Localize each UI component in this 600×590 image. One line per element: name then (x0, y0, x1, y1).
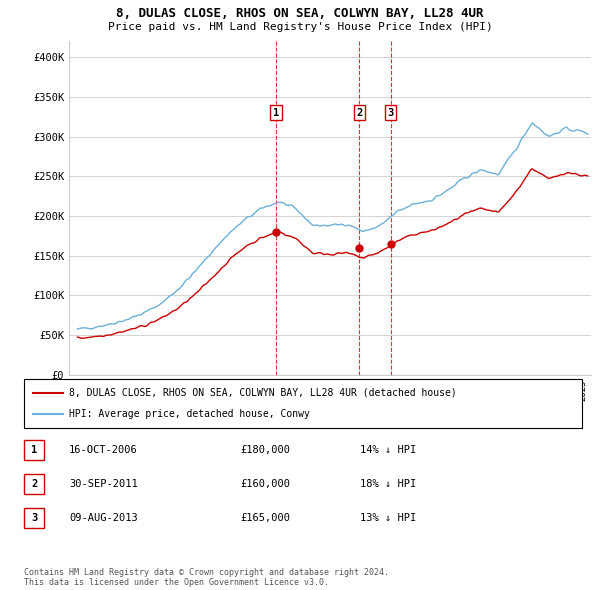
Text: 1: 1 (31, 445, 37, 454)
Text: £165,000: £165,000 (240, 513, 290, 523)
Text: 2: 2 (31, 479, 37, 489)
Text: 8, DULAS CLOSE, RHOS ON SEA, COLWYN BAY, LL28 4UR: 8, DULAS CLOSE, RHOS ON SEA, COLWYN BAY,… (116, 7, 484, 20)
Text: 13% ↓ HPI: 13% ↓ HPI (360, 513, 416, 523)
Text: 3: 3 (31, 513, 37, 523)
Text: 16-OCT-2006: 16-OCT-2006 (69, 445, 138, 454)
Text: 09-AUG-2013: 09-AUG-2013 (69, 513, 138, 523)
Text: HPI: Average price, detached house, Conwy: HPI: Average price, detached house, Conw… (69, 409, 310, 419)
Text: £180,000: £180,000 (240, 445, 290, 454)
Text: 3: 3 (388, 108, 394, 118)
Text: £160,000: £160,000 (240, 479, 290, 489)
Text: Contains HM Land Registry data © Crown copyright and database right 2024.
This d: Contains HM Land Registry data © Crown c… (24, 568, 389, 587)
Text: 30-SEP-2011: 30-SEP-2011 (69, 479, 138, 489)
Text: 14% ↓ HPI: 14% ↓ HPI (360, 445, 416, 454)
Text: 1: 1 (273, 108, 279, 118)
Text: Price paid vs. HM Land Registry's House Price Index (HPI): Price paid vs. HM Land Registry's House … (107, 22, 493, 32)
Text: 8, DULAS CLOSE, RHOS ON SEA, COLWYN BAY, LL28 4UR (detached house): 8, DULAS CLOSE, RHOS ON SEA, COLWYN BAY,… (69, 388, 457, 398)
Text: 18% ↓ HPI: 18% ↓ HPI (360, 479, 416, 489)
Text: 2: 2 (356, 108, 362, 118)
